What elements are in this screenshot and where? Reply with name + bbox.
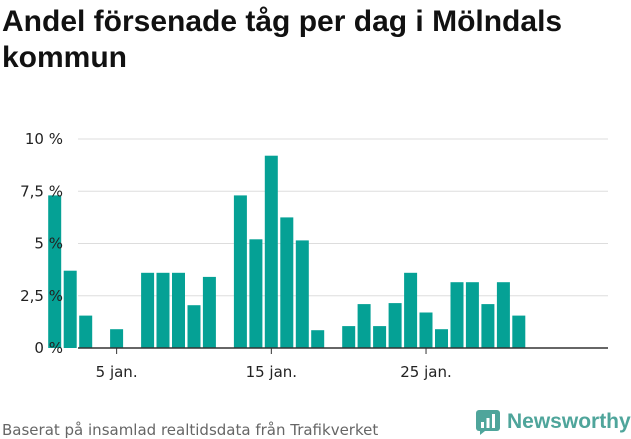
bar [233,195,247,348]
x-tick-label: 15 jan. [246,363,298,381]
y-tick-label: 7,5 % [20,182,63,200]
x-tick-label: 5 jan. [96,363,138,381]
brand-name: Newsworthy [507,410,631,433]
bar [110,329,124,348]
bar [435,329,448,348]
bar [496,282,510,348]
bar [280,217,294,348]
bar [249,239,263,348]
bar [156,272,170,348]
bar [48,195,62,348]
bar [172,272,185,348]
bars [48,155,526,348]
bar [388,303,402,348]
newsworthy-logo: Newsworthy [475,409,631,435]
y-tick-label: 10 % [25,130,63,148]
bar [357,304,371,348]
gridlines [78,138,608,297]
x-tick-label: 25 jan. [400,363,452,381]
bar [342,326,356,348]
bar [450,282,464,348]
bar [419,312,433,348]
bar-chart: 0 % 2,5 % 5 % 7,5 % 10 % 5 jan. 15 jan. 25 jan… [20,130,608,381]
y-axis-labels: 0 % 2,5 % 5 % 7,5 % 10 % [20,130,63,357]
newsworthy-icon [476,410,500,435]
bar [512,315,526,348]
bar [295,240,309,348]
chart-title: Andel försenade tåg per dag i Mölndals k… [2,5,563,74]
bar [481,304,495,348]
y-tick-label: 0 % [34,339,63,357]
y-tick-label: 2,5 % [20,287,63,305]
source-note: Baserat på insamlad realtidsdata från Tr… [2,421,379,439]
bar [404,272,418,348]
bar [141,272,155,348]
bar [63,270,77,348]
bar [202,276,216,348]
bar [373,326,387,348]
bar [264,155,278,348]
y-tick-label: 5 % [34,235,63,253]
bar [465,282,479,348]
x-axis-ticks: 5 jan. 15 jan. 25 jan. [96,348,452,381]
bar [79,315,93,348]
bar [311,330,325,348]
bar [187,305,201,348]
